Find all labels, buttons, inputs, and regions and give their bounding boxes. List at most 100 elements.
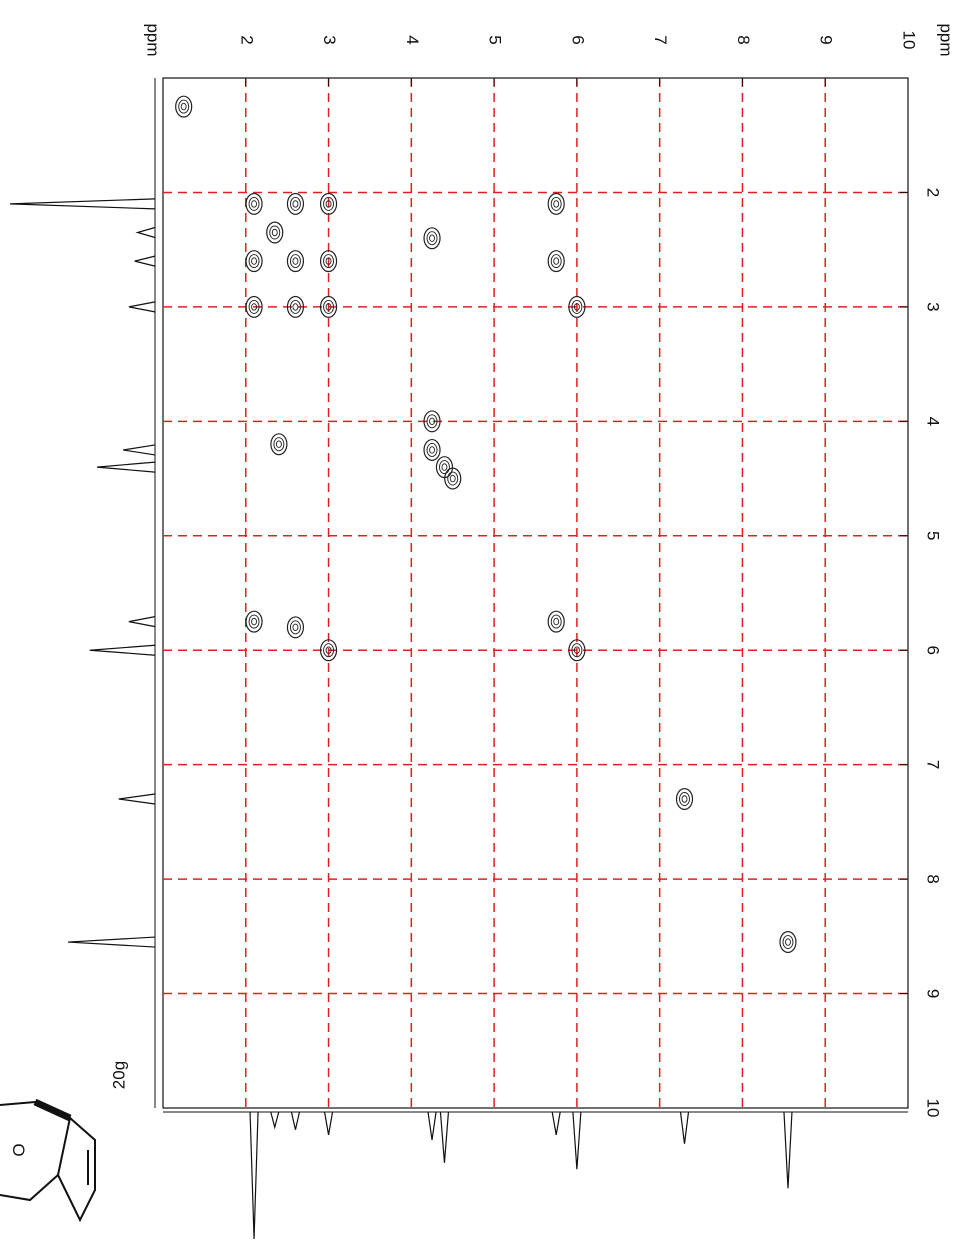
y-tick-label: 3 [924,302,943,311]
y-tick-label: 2 [924,188,943,197]
contour [248,614,260,629]
contour [681,795,688,803]
contour [289,620,301,635]
x-tick-label: 6 [568,35,587,44]
cross-peak [286,295,305,318]
contour [292,303,299,311]
contour [553,617,560,626]
contour [178,99,190,114]
contour [449,474,456,483]
contour [547,250,565,273]
atom-label: O [9,1143,28,1156]
contour [323,254,335,269]
projection-peak [783,1111,793,1189]
contour [266,221,284,244]
contour [325,646,332,654]
contour [319,639,338,662]
contour [429,234,435,242]
contour [782,935,794,950]
projection-peak [439,1111,450,1163]
contour [286,616,305,639]
contour [319,192,338,215]
cross-peak [319,250,338,273]
x-tick-label: 5 [486,35,505,44]
contour [547,610,565,633]
contour [550,614,562,629]
contour [292,257,299,265]
contour [441,463,448,471]
contour [245,295,263,318]
contour [286,250,305,273]
projection-peak [128,301,156,313]
contour [319,250,338,273]
contour [245,250,263,273]
x-tick-label: 2 [237,35,256,44]
cross-peak [423,227,441,250]
projection-peak [134,255,156,267]
x-tick-label: 9 [817,35,836,44]
y-tick-label: 4 [924,417,943,426]
contour [553,200,560,208]
projection-peak [270,1111,280,1130]
cross-peak [319,192,338,215]
contour [429,417,435,426]
cross-peak [779,931,797,954]
x-tick-label: 8 [734,35,753,44]
contour [438,460,450,475]
contour [325,200,332,208]
projection-peak [290,1111,301,1130]
contour [269,225,281,240]
contour [273,437,285,452]
cross-peak [675,787,694,810]
molecule [0,1098,96,1223]
y-axis-unit: ppm [937,23,956,56]
y-tick-label: 9 [924,989,943,998]
y-tick-label: 10 [924,1099,943,1118]
contour [423,410,441,433]
contour [248,254,260,269]
contour [435,456,454,479]
projection-peak [427,1111,437,1141]
projection-peak [9,198,156,210]
cross-peak [319,639,338,662]
cross-peak [319,295,338,318]
cross-peak [245,250,263,273]
contour [292,200,299,208]
contour [679,792,690,806]
contour [251,200,258,208]
contour [175,95,193,118]
projection-peak [118,793,156,805]
contour [429,446,435,454]
cross-peak [547,250,565,273]
contour [779,931,797,954]
projection-peak [572,1111,582,1170]
contour [447,471,459,486]
cross-peak [245,295,263,318]
x-tick-label: 4 [403,35,422,44]
contour [251,257,258,265]
x-tick-label: 10 [900,31,919,50]
projection-peak [135,226,156,239]
projection-peak [67,936,156,948]
cross-peak [423,438,441,461]
cross-peak [245,610,263,633]
contour [292,623,299,632]
contour [785,938,791,946]
contour [245,610,263,633]
contour [426,414,438,429]
cross-peak [286,250,305,273]
contour [323,299,335,314]
contour [248,299,260,314]
projection-peak [89,644,156,656]
projection-peak [123,444,156,456]
cross-peak [435,456,454,479]
contour [323,643,335,658]
contour [444,467,462,490]
x-tick-label: 7 [651,35,670,44]
contour [571,299,583,314]
contour [325,257,332,265]
plot-frame [162,77,909,1109]
cross-peak [568,639,586,662]
y-tick-label: 8 [924,874,943,883]
